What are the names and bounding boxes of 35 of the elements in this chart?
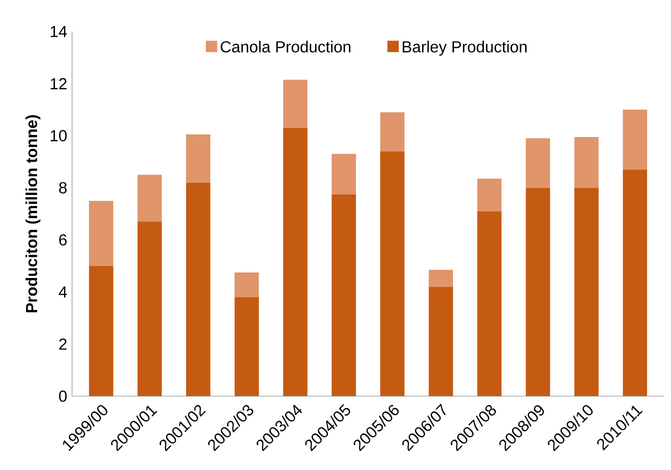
bar <box>477 178 502 212</box>
bar <box>186 182 210 396</box>
y-tick-label: 10 <box>50 130 67 142</box>
bar <box>574 188 599 396</box>
bar <box>332 194 356 396</box>
bar <box>622 110 648 170</box>
y-tick-label: 4 <box>58 286 67 298</box>
bar <box>380 112 404 152</box>
bar <box>138 222 162 396</box>
y-tick-label: 8 <box>59 182 67 194</box>
bar <box>186 134 210 183</box>
bar <box>234 272 259 298</box>
bar <box>428 270 454 287</box>
y-tick-label: 6 <box>59 234 67 246</box>
legend-label: Barley Production <box>402 40 527 56</box>
y-axis-title: Produciton (million tonne) <box>26 115 40 312</box>
bar <box>138 174 162 222</box>
bar <box>283 80 308 128</box>
y-tick-label: 14 <box>50 26 67 37</box>
y-tick-label: 2 <box>59 338 67 350</box>
bar <box>234 297 259 396</box>
bar <box>332 154 356 194</box>
legend-label: Canola Production <box>220 40 350 52</box>
bar <box>574 136 599 188</box>
bar <box>477 211 502 396</box>
bar <box>89 266 114 396</box>
bar <box>526 188 550 396</box>
bar <box>622 170 648 396</box>
y-tick-label: 12 <box>50 78 67 90</box>
bar <box>380 151 404 396</box>
bar <box>428 286 454 396</box>
y-tick-label: 0 <box>59 390 67 402</box>
bar <box>89 200 114 266</box>
bar <box>526 138 550 188</box>
bar <box>283 128 308 396</box>
